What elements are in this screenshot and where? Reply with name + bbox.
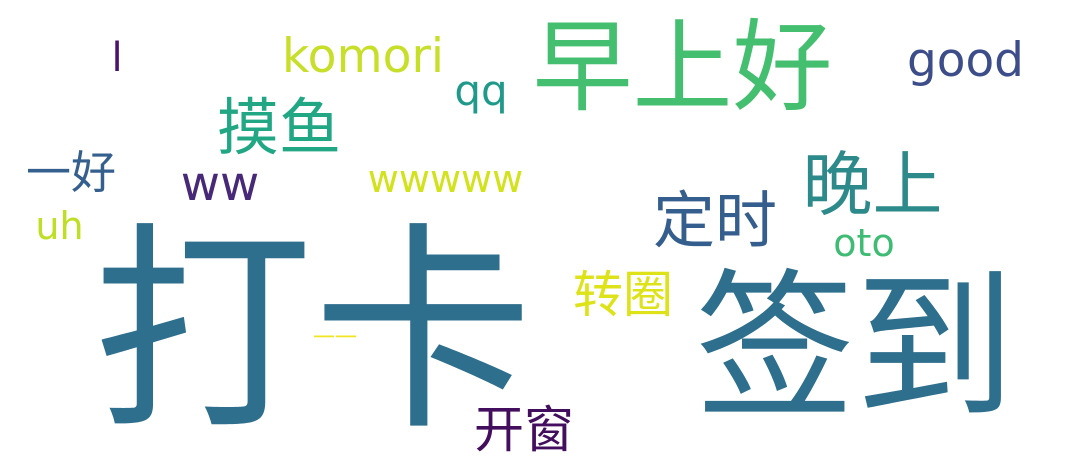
word-zaoshanghao: 早上好 (532, 9, 833, 126)
word-wwwww: wwwww (367, 157, 524, 201)
word-moyu: 摸鱼 (216, 91, 341, 164)
word-l: l (111, 35, 123, 81)
word-qq: qq (454, 66, 508, 115)
word-uh: uh (35, 204, 84, 248)
word-dingshi: 定时 (652, 184, 777, 257)
word-daka: 打卡 (92, 204, 533, 460)
word-ww: ww (180, 156, 260, 212)
word-good: good (907, 32, 1024, 88)
word-kaichuang: 开窗 (474, 401, 574, 459)
word-qiandao: 签到 (694, 254, 1015, 441)
word-yiyi: 一一 (312, 326, 357, 351)
word-komori: komori (282, 29, 444, 85)
word-zhuanquan: 转圈 (573, 266, 673, 324)
word-wanshang: 晚上 (802, 144, 943, 226)
word-yihao: 一好 (25, 146, 116, 199)
word-oto: oto (833, 221, 895, 265)
